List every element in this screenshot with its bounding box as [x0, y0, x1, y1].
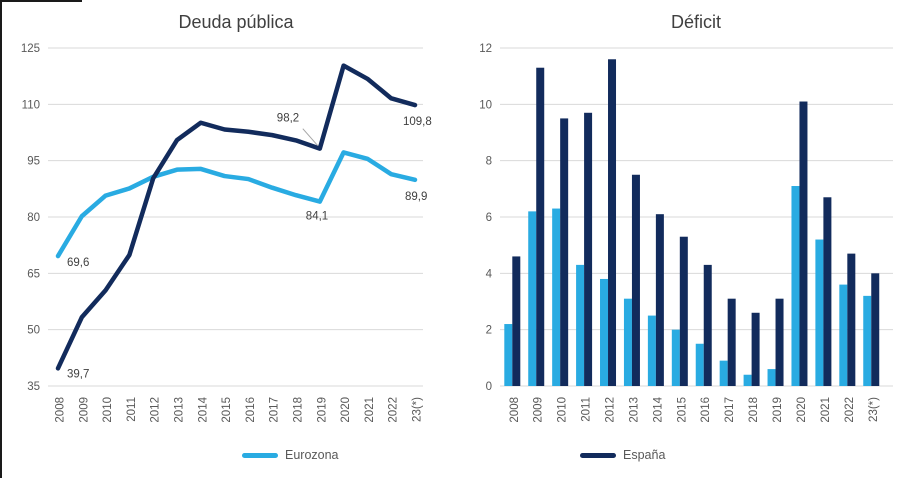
deficit-x-tick-label: 23(*) [868, 397, 880, 422]
deficit-x-tick-label: 2021 [820, 397, 832, 423]
espana-bar [536, 67, 545, 386]
deficit-y-tick-label: 6 [486, 212, 492, 224]
espana-bar [512, 256, 521, 386]
eurozona-bar [863, 295, 872, 386]
deuda-x-tick-label: 2019 [316, 397, 328, 423]
screenshot-left-border [0, 0, 2, 478]
deuda-x-tick-label: 2010 [102, 397, 114, 423]
deuda-x-tick-label: 2008 [55, 397, 67, 423]
eurozona-line-swatch [242, 452, 278, 458]
data-label: 89,9 [405, 191, 427, 203]
screenshot-top-border [0, 0, 82, 2]
eurozona-bar [671, 329, 680, 386]
espana-bar [608, 59, 617, 387]
deuda-x-tick-label: 2009 [78, 397, 90, 423]
legend-item-eurozona: Eurozona [242, 447, 339, 463]
deuda-y-tick-label: 125 [21, 43, 40, 55]
espana-bar [775, 298, 784, 386]
espana-bar [727, 298, 736, 386]
espana-bar [631, 174, 640, 386]
espana-bar [560, 118, 569, 387]
eurozona-line [55, 150, 418, 259]
callout-line [302, 128, 319, 146]
deuda-y-tick-label: 80 [27, 212, 40, 224]
deuda-y-tick-label: 50 [27, 325, 40, 337]
data-label: 98,2 [277, 113, 299, 125]
deficit-x-tick-label: 2015 [676, 397, 688, 423]
eurozona-bar [576, 264, 585, 386]
espana-bar [871, 273, 880, 386]
legend-item-espana: España [580, 447, 665, 463]
espana-bar [655, 214, 664, 386]
espana-bar [584, 112, 593, 387]
deuda-x-tick-label: 2017 [269, 397, 281, 423]
deficit-x-tick-label: 2017 [724, 397, 736, 423]
deficit-y-tick-label: 2 [486, 325, 492, 337]
deuda-y-tick-label: 65 [27, 268, 40, 280]
data-label: 109,8 [403, 116, 432, 128]
deficit-y-tick-label: 10 [479, 99, 492, 111]
eurozona-bar [504, 324, 513, 386]
espana-bar [679, 236, 688, 386]
deficit-y-tick-label: 12 [479, 43, 492, 55]
eurozona-bar [767, 369, 776, 386]
deficit-x-tick-label: 2009 [533, 397, 545, 423]
deuda-y-tick-label: 35 [27, 381, 40, 393]
deuda-x-tick-label: 23(*) [412, 397, 424, 422]
deficit-y-tick-label: 4 [486, 268, 493, 280]
deficit-x-tick-label: 2012 [605, 397, 617, 423]
deuda-x-tick-label: 2020 [340, 397, 352, 423]
data-label: 84,1 [306, 211, 328, 223]
eurozona-bar [552, 208, 561, 386]
eurozona-bar [719, 360, 728, 386]
eurozona-bar [647, 315, 656, 386]
deuda-x-tick-label: 2022 [388, 397, 400, 423]
deuda-x-tick-label: 2018 [293, 397, 305, 423]
espana-bar [799, 101, 808, 387]
deficit-x-tick-label: 2014 [652, 396, 664, 422]
espana-bar [823, 197, 832, 386]
deficit-x-tick-label: 2018 [748, 397, 760, 423]
deficit-x-tick-label: 2020 [796, 397, 808, 423]
legend-label-espana: España [623, 448, 666, 462]
right-chart-title: Déficit [671, 12, 721, 32]
deuda-x-tick-label: 2012 [150, 397, 162, 423]
espana-bar [847, 253, 856, 386]
eurozona-bar [815, 239, 824, 386]
eurozona-bar [528, 211, 537, 386]
eurozona-bar [791, 186, 800, 386]
deficit-x-tick-label: 2022 [844, 397, 856, 423]
deuda-x-tick-label: 2013 [174, 397, 186, 423]
deficit-x-tick-label: 2013 [628, 397, 640, 423]
eurozona-bar [743, 374, 752, 386]
eurozona-bar [695, 343, 704, 386]
espana-bar [751, 312, 760, 386]
espana-line [55, 63, 418, 371]
deficit-y-tick-label: 8 [486, 156, 492, 168]
deficit-x-tick-label: 2016 [700, 397, 712, 423]
deuda-x-tick-label: 2016 [245, 397, 257, 423]
deuda-x-tick-label: 2015 [221, 397, 233, 423]
deficit-x-tick-label: 2010 [557, 397, 569, 423]
deuda-y-tick-label: 95 [27, 156, 40, 168]
eurozona-bar [600, 278, 609, 386]
data-label: 69,6 [67, 257, 89, 269]
deficit-y-tick-label: 0 [486, 381, 492, 393]
deuda-x-tick-label: 2014 [197, 396, 209, 422]
deficit-x-tick-label: 2019 [772, 397, 784, 423]
legend-label-eurozona: Eurozona [285, 448, 339, 462]
eurozona-bar [839, 284, 848, 386]
deficit-x-tick-label: 2011 [581, 397, 593, 422]
deficit-bar-chart: Déficit 0 2 4 6 8 10 12 2008 2009 2010 2011 2012 201… [479, 12, 893, 423]
left-chart-title: Deuda pública [178, 12, 294, 32]
espana-bar [703, 264, 712, 386]
espana-line-swatch [580, 452, 616, 458]
deuda-publica-line-chart: Deuda pública 35 50 65 80 95 110 125 2008 2009 20… [21, 12, 432, 423]
deuda-y-tick-label: 110 [22, 99, 40, 111]
data-label: 39,7 [67, 368, 89, 380]
eurozona-bar [623, 298, 632, 386]
deuda-x-tick-label: 2011 [126, 397, 138, 422]
deuda-x-tick-label: 2021 [364, 397, 376, 423]
deficit-x-tick-label: 2008 [509, 397, 521, 423]
